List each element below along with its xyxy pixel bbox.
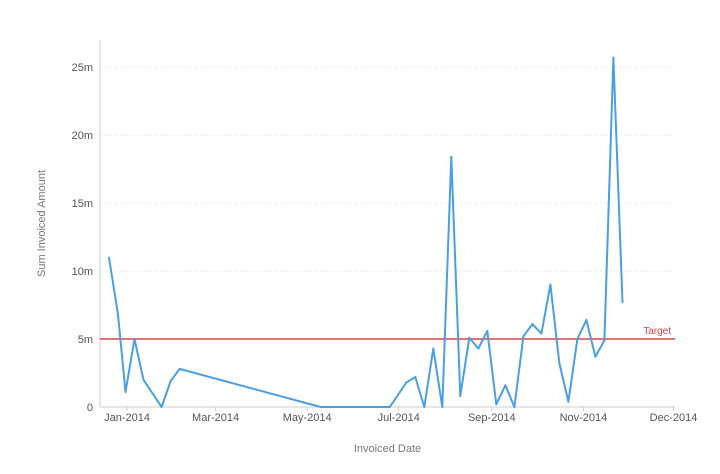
data-point[interactable] [423, 406, 426, 408]
data-point[interactable] [133, 338, 136, 341]
series-group [108, 56, 624, 408]
x-axis-title: Invoiced Date [354, 443, 421, 455]
target-line-group: Target [100, 326, 675, 340]
data-point[interactable] [558, 362, 561, 365]
x-tick-label: Jan-2014 [104, 412, 150, 424]
data-point[interactable] [531, 323, 534, 326]
data-point[interactable] [459, 395, 462, 398]
data-point[interactable] [621, 301, 624, 304]
data-point[interactable] [124, 391, 127, 394]
y-tick-label: 15m [72, 198, 93, 210]
x-axis-ticks: Jan-2014 Mar-2014 May-2014 Jul-2014 Sep-2014… [104, 407, 697, 424]
data-point[interactable] [576, 338, 579, 341]
target-label: Target [643, 326, 671, 337]
data-point[interactable] [432, 347, 435, 350]
data-point[interactable] [108, 256, 111, 259]
y-tick-label: 25m [72, 62, 93, 74]
x-tick-label: Sep-2014 [468, 412, 516, 424]
y-tick-label: 20m [72, 130, 93, 142]
data-point[interactable] [319, 406, 322, 408]
data-point[interactable] [405, 381, 408, 384]
data-point[interactable] [549, 283, 552, 286]
data-point[interactable] [567, 400, 570, 403]
data-point[interactable] [504, 384, 507, 387]
data-point[interactable] [495, 403, 498, 406]
data-point[interactable] [160, 406, 163, 408]
y-axis-title: Sum Invoiced Amount [36, 170, 48, 277]
axes [99, 40, 675, 408]
data-point[interactable] [513, 406, 516, 408]
data-point[interactable] [603, 339, 606, 342]
data-point[interactable] [450, 155, 453, 158]
y-tick-label: 0 [87, 402, 93, 414]
data-point[interactable] [594, 355, 597, 358]
x-tick-label: May-2014 [283, 412, 332, 424]
y-tick-label: 10m [72, 266, 93, 278]
y-axis-ticks: 0 5m 10m 15m 20m 25m [72, 62, 93, 414]
data-point[interactable] [441, 406, 444, 408]
data-point[interactable] [522, 335, 525, 338]
data-point[interactable] [540, 332, 543, 335]
data-point[interactable] [612, 56, 615, 59]
data-point[interactable] [486, 329, 489, 332]
series-line [108, 56, 624, 408]
data-point[interactable] [585, 319, 588, 322]
data-point[interactable] [468, 336, 471, 339]
x-tick-label: Jul-2014 [378, 412, 420, 424]
data-point[interactable] [414, 376, 417, 379]
data-point[interactable] [477, 347, 480, 350]
gridlines [100, 66, 675, 340]
x-tick-label: Dec-2014 [650, 412, 698, 424]
data-point[interactable] [388, 406, 391, 408]
data-point[interactable] [142, 378, 145, 381]
data-point[interactable] [117, 313, 120, 316]
y-tick-label: 5m [78, 334, 93, 346]
x-tick-label: Mar-2014 [192, 412, 239, 424]
data-point[interactable] [178, 367, 181, 370]
data-point[interactable] [169, 380, 172, 383]
x-tick-label: Nov-2014 [560, 412, 608, 424]
